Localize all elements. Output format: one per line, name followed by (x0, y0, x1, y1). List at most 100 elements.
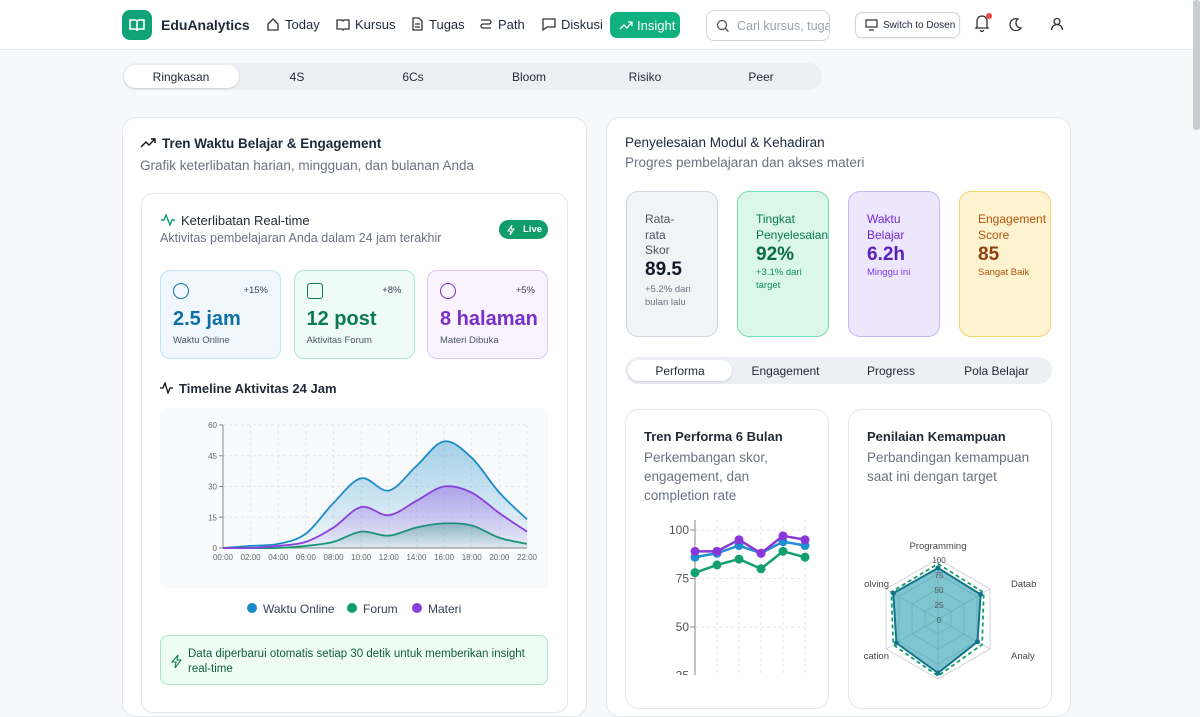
tab[interactable]: Risiko (628, 70, 662, 84)
card-title: Tren Waktu Belajar & Engagement (162, 136, 382, 151)
kpi-note: +3.1% dari target (756, 267, 802, 291)
axis-label: olving (864, 579, 889, 590)
scrollbar[interactable] (1193, 0, 1200, 130)
y-tick-label: 60 (208, 421, 217, 430)
legend-label[interactable]: Forum (363, 602, 398, 616)
x-tick-label: 06:00 (296, 553, 317, 562)
point (890, 590, 896, 596)
nav-item[interactable]: Tugas (429, 17, 465, 32)
kpi-card: Rata-rata Skor 89.5 +5.2% dari bulan lalu (626, 191, 718, 337)
kpi-label: Engagement Score (978, 212, 1047, 242)
tab[interactable]: 4S (289, 70, 305, 84)
y-tick-label: 15 (208, 513, 217, 522)
point (756, 548, 766, 558)
legend-label[interactable]: Waktu Online (263, 602, 335, 616)
logo[interactable] (122, 10, 152, 40)
y-tick-label: 0 (213, 544, 218, 553)
header (0, 0, 1200, 50)
nav-item[interactable]: Today (285, 17, 320, 32)
nav-icon (412, 17, 423, 31)
point (734, 535, 744, 545)
kpi-value: 92% (756, 244, 795, 265)
legend-label[interactable]: Materi (428, 602, 462, 616)
nav-item[interactable]: Kursus (355, 17, 396, 32)
kpi-value: 85 (978, 244, 1000, 265)
user-button[interactable] (1050, 17, 1064, 31)
subtab[interactable]: Progress (866, 364, 916, 378)
tab-bar (122, 63, 822, 90)
skills-card: 0 25 50 75 100 Programming Datab Analy cation olv… (848, 409, 1052, 709)
y-tick-label: 45 (208, 452, 217, 461)
subtab-active (628, 360, 732, 381)
point (800, 552, 810, 562)
stat-card: +5% 8 halaman Materi Dibuka (427, 270, 548, 359)
performance-title: Tren Performa 6 Bulan (644, 429, 783, 444)
x-tick-label: 18:00 (462, 553, 483, 562)
tab[interactable]: Ringkasan (152, 70, 210, 84)
point (778, 546, 788, 556)
y-tick-label: 100 (669, 523, 689, 537)
x-tick-label: 00:00 (213, 553, 234, 562)
kpi-card: Tingkat Penyelesaian 92% +3.1% dari target (737, 191, 829, 337)
subtab[interactable]: Pola Belajar (964, 364, 1029, 378)
y-tick-label: 75 (676, 572, 690, 586)
y-tick-label: 50 (676, 620, 690, 634)
x-tick-label: 14:00 (406, 553, 427, 562)
y-tick-label: 30 (208, 483, 217, 492)
trend-icon (140, 138, 156, 148)
nav-icon (480, 19, 492, 29)
subtab[interactable]: Engagement (751, 364, 820, 378)
stat-value: 8 halaman (440, 308, 538, 330)
tab[interactable]: Peer (748, 70, 774, 84)
legend-marker (347, 603, 357, 613)
realtime-title: Keterlibatan Real-time (181, 213, 310, 228)
bell-button[interactable] (973, 12, 993, 34)
x-tick-label: 16:00 (434, 553, 455, 562)
nav-item[interactable]: Diskusi (561, 17, 603, 32)
tab[interactable]: 6Cs (402, 70, 424, 84)
kpi-label: Rata-rata Skor (645, 212, 675, 257)
nav-active[interactable]: Insight (610, 12, 680, 38)
note-text: Data diperbarui otomatis setiap 30 detik… (188, 648, 525, 675)
nav-item[interactable]: Path (498, 17, 525, 32)
x-tick-label: 02:00 (241, 553, 262, 562)
kpi-value: 89.5 (645, 259, 682, 280)
pulse-icon (160, 382, 173, 394)
point (978, 591, 984, 597)
point (712, 560, 722, 570)
stat-label: Aktivitas Forum (306, 335, 372, 346)
stat-value: 2.5 jam (173, 308, 241, 330)
x-tick-label: 04:00 (268, 553, 289, 562)
performance-chart: 25 50 75 100 (669, 520, 810, 675)
subtab-bar (625, 357, 1052, 384)
subtab[interactable]: Performa (655, 364, 705, 378)
kpi-note: Minggu ini (867, 267, 911, 278)
switch-button[interactable]: Switch to Dosen (855, 12, 960, 38)
r-tick-label: 50 (935, 586, 944, 595)
tab[interactable]: Bloom (511, 70, 547, 84)
kpi-label: Tingkat Penyelesaian (756, 212, 829, 242)
axis-label: Programming (909, 541, 966, 552)
line (694, 540, 806, 559)
search-placeholder: Cari kursus, tuga (737, 19, 830, 33)
nav-icon (619, 21, 633, 30)
kpi-value: 6.2h (867, 244, 906, 265)
point (756, 564, 766, 574)
stat-icon (306, 283, 323, 299)
tab-active (124, 65, 239, 88)
axis-label: Datab (1011, 579, 1036, 590)
timeline-chart: 0 15 30 45 60 00:00 02:00 04:00 06:00 08:00 10:00 1… (208, 421, 537, 562)
theme-button[interactable] (1008, 17, 1022, 31)
note-box: Data diperbarui otomatis setiap 30 detik… (160, 635, 548, 685)
point (800, 535, 810, 545)
point (712, 546, 722, 556)
skills-chart: 0 25 50 75 100 Programming Datab Analy cation olv… (864, 541, 1036, 680)
kpi-card: Waktu Belajar 6.2h Minggu ini (848, 191, 940, 337)
search-box[interactable]: Cari kursus, tuga (706, 10, 830, 41)
r-tick-label: 0 (937, 616, 942, 625)
axis-label: cation (864, 651, 889, 662)
card-subtitle: Progres pembelajaran dan akses materi (625, 155, 865, 170)
r-tick-label: 75 (935, 571, 944, 580)
realtime-subtitle: Aktivitas pembelajaran Anda dalam 24 jam… (160, 231, 442, 245)
